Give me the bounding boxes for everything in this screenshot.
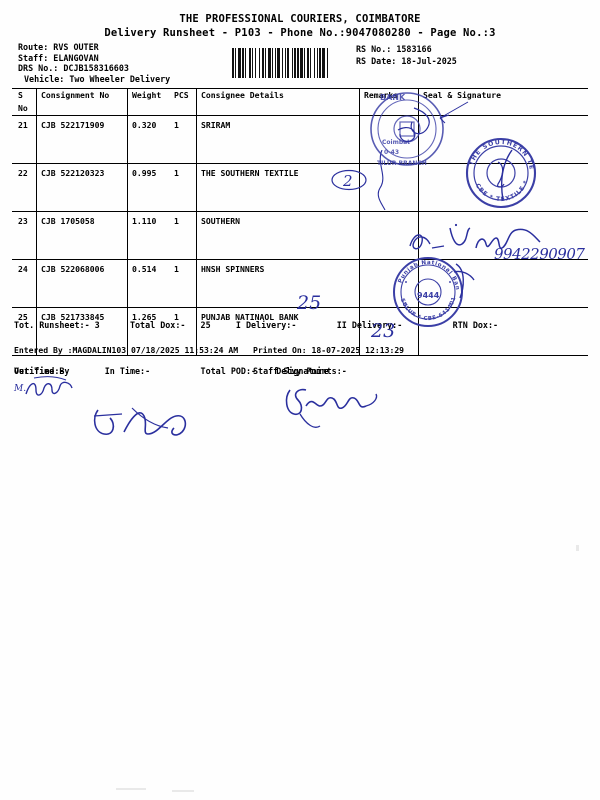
cell-weight: 1.110 (127, 211, 170, 260)
cell-consignee: PUNJAB NATINAOL BANK (196, 307, 360, 356)
cell-s-no: 24 (12, 259, 37, 308)
cell-seal (418, 163, 588, 212)
col-seal-signature: Seal & Signature (418, 88, 588, 116)
cell-consignment-no: CJB 522068006 (36, 259, 128, 308)
cell-pcs: 1 (170, 115, 197, 164)
i-delivery-handwritten-value: 25 (297, 292, 322, 314)
cell-remarks (359, 211, 419, 260)
delvy-points-handwritten-value: 23 (371, 320, 396, 342)
summary-line-1: Tot. Runsheet:- 3 Total Dox:- 25 I Deliv… (14, 320, 499, 330)
col-pcs: PCS (170, 88, 197, 116)
handwritten-phone-number: 9942290907 (494, 245, 585, 263)
cell-pcs: 1 (170, 163, 197, 212)
staff-signature-label: Staff Signature (253, 366, 329, 376)
col-remarks: Remarks (359, 88, 419, 116)
scan-artifact (116, 788, 146, 790)
cell-pcs: 1 (170, 307, 197, 356)
cell-weight: 1.265 (127, 307, 170, 356)
table-row: 21 CJB 522171909 0.320 1 SRIRAM (12, 115, 588, 164)
cell-pcs: 1 (170, 259, 197, 308)
staff-line: Staff: ELANGOVAN (18, 52, 99, 63)
header-meta-right: RS No.: 1583166 RS Date: 18-Jul-2025 (356, 44, 457, 67)
cell-consignment-no: CJB 522171909 (36, 115, 128, 164)
verified-by-label: Verified By (14, 366, 70, 376)
header-meta-left: Route: RVS OUTER Staff: ELANGOVAN DRS No… (18, 42, 170, 84)
cell-weight: 0.995 (127, 163, 170, 212)
cell-remarks (359, 163, 419, 212)
verified-by-main-signature (88, 404, 228, 448)
barcode (232, 48, 350, 78)
col-s-no: S No (12, 88, 37, 116)
drs-no-line: DRS No.: DCJB158316603 (18, 63, 129, 74)
scan-artifact (576, 545, 579, 551)
route-line: Route: RVS OUTER (18, 42, 99, 52)
cell-pcs: 1 (170, 211, 197, 260)
cell-remarks (359, 115, 419, 164)
printed-on-line: Printed On: 18-07-2025 12:13:29 (253, 345, 405, 355)
cell-s-no: 22 (12, 163, 37, 212)
table-header-row: S No Consignment No Weight PCS Consignee… (12, 88, 588, 116)
cell-weight: 0.320 (127, 115, 170, 164)
cell-consignment-no: CJB 522120323 (36, 163, 128, 212)
col-consignment: Consignment No (36, 88, 128, 116)
col-weight: Weight (127, 88, 170, 116)
table-row: 23 CJB 1705058 1.110 1 SOUTHERN (12, 211, 588, 260)
vehicle-line: Vehicle: Two Wheeler Delivery (24, 73, 171, 84)
cell-seal (418, 115, 588, 164)
cell-s-no: 21 (12, 115, 37, 164)
verified-by-initial: M. (14, 384, 27, 394)
rs-no-line: RS No.: 1583166 (356, 44, 432, 54)
cell-consignee: THE SOUTHERN TEXTILE (196, 163, 360, 212)
cell-consignee: SRIRAM (196, 115, 360, 164)
rs-date-line: RS Date: 18-Jul-2025 (356, 55, 457, 66)
cell-weight: 0.514 (127, 259, 170, 308)
scan-artifact (172, 790, 194, 792)
cell-s-no: 23 (12, 211, 37, 260)
table-row: 22 CJB 522120323 0.995 1 THE SOUTHERN TEXTIL… (12, 163, 588, 212)
page-title: THE PROFESSIONAL COURIERS, COIMBATORE (179, 13, 421, 25)
col-consignee: Consignee Details (196, 88, 360, 116)
entered-by-line: Entered By :MAGDALIN103 07/18/2025 11:53… (14, 345, 239, 355)
cell-consignment-no: CJB 521733845 (36, 307, 128, 356)
summary-block: Tot. Runsheet:- 3 Total Dox:- 25 I Deliv… (14, 300, 586, 396)
summary-line-2: Out Time:- In Time:- Total POD:- Delvy P… (14, 366, 347, 376)
runsheet-subtitle: Delivery Runsheet - P103 - Phone No.:904… (104, 27, 496, 39)
cell-consignment-no: CJB 1705058 (36, 211, 128, 260)
cell-consignee: SOUTHERN (196, 211, 360, 260)
